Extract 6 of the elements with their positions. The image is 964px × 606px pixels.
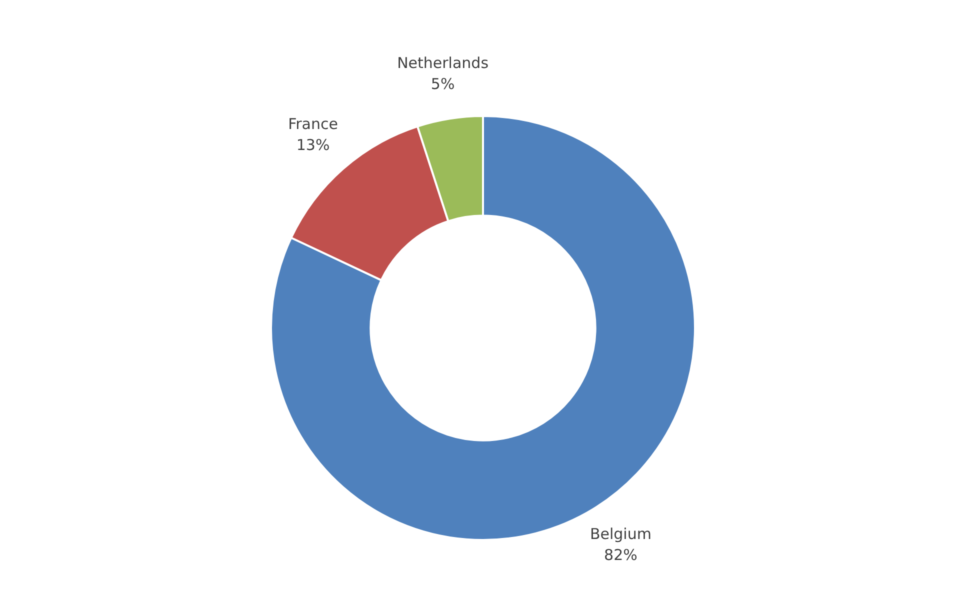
data-label: 13% — [296, 136, 330, 154]
slice-label: France — [288, 115, 338, 134]
slice-label: Netherlands — [397, 54, 489, 72]
slice-label: Belgium — [590, 524, 652, 543]
data-label: 5% — [430, 75, 455, 94]
data-label: 82% — [604, 546, 638, 564]
